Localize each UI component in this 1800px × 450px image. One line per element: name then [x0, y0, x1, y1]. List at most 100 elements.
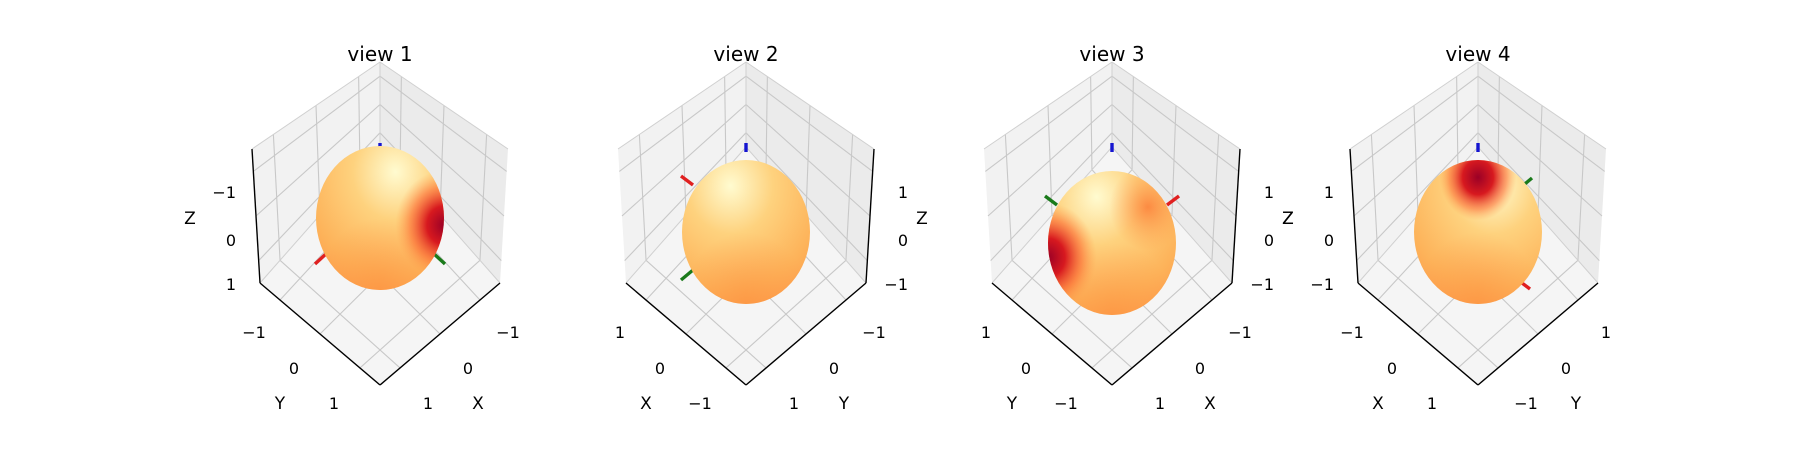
bottom-left-tick-label: 0 — [655, 359, 665, 378]
axis-spines — [251, 148, 501, 386]
back-pane-left — [618, 62, 746, 283]
z-tick-label: 0 — [898, 231, 908, 250]
grid-line — [1457, 259, 1579, 369]
bottom-left-tick-label: −1 — [1340, 323, 1364, 342]
bottom-right-axis-label: Y — [838, 394, 850, 414]
bottom-left-tick-label: −1 — [688, 394, 712, 413]
bottom-right-axis-label: X — [1204, 394, 1216, 414]
grid-line — [990, 132, 1113, 262]
y-axis-line — [745, 282, 867, 386]
warm-region — [1048, 171, 1176, 315]
bottom-left-tick-label: 1 — [981, 323, 991, 342]
back-pane-right — [380, 62, 508, 283]
bottom-right-tick-label: 1 — [1155, 394, 1165, 413]
bottom-right-tick-label: 1 — [789, 394, 799, 413]
x-axis-stub — [1165, 194, 1181, 207]
pane-edges — [983, 61, 1241, 284]
back-pane-right — [1478, 62, 1606, 283]
x-axis-line — [379, 282, 501, 386]
z-tick-label: −1 — [1250, 275, 1274, 294]
bottom-left-tick-label: 0 — [1021, 359, 1031, 378]
bottom-right-tick-label: 1 — [423, 394, 433, 413]
x-axis-line — [625, 282, 747, 386]
bottom-right-tick-label: −1 — [862, 323, 886, 342]
pane-edge — [617, 61, 747, 150]
pane-edge — [1111, 61, 1241, 150]
x-axis-line — [1111, 282, 1233, 386]
z-tick-label: 0 — [1324, 231, 1334, 250]
sphere-surface — [1414, 160, 1542, 304]
pane-edge — [991, 146, 1113, 284]
sphere-shade — [682, 160, 810, 304]
bottom-left-tick-label: 1 — [329, 394, 339, 413]
pane-edge — [1477, 61, 1607, 150]
grid-line — [624, 132, 747, 262]
pane-edge — [983, 61, 1113, 150]
grid-line — [725, 259, 847, 369]
grid-line — [359, 259, 481, 369]
bottom-right-tick-label: 0 — [463, 359, 473, 378]
bottom-left-tick-label: 1 — [615, 323, 625, 342]
pane-edge — [1111, 146, 1233, 284]
x-axis-line — [1357, 282, 1479, 386]
sphere-surface — [316, 146, 444, 290]
z-tick-label: 1 — [1264, 183, 1274, 202]
back-pane-left — [984, 62, 1112, 283]
axis-spines — [625, 148, 875, 386]
bottom-left-axis-label: Y — [274, 394, 286, 414]
back-pane-left — [1350, 62, 1478, 283]
bottom-right-tick-label: −1 — [1514, 394, 1538, 413]
z-tick-label: 0 — [226, 231, 236, 250]
pane-edge — [251, 61, 381, 150]
z-axis-line — [1231, 148, 1241, 284]
z-tick-label: 1 — [1324, 183, 1334, 202]
back-pane-right — [1112, 62, 1240, 283]
bottom-right-axis-label: Y — [1570, 394, 1582, 414]
bottom-right-tick-label: 1 — [1601, 323, 1611, 342]
z-axis-label: Z — [1282, 209, 1294, 229]
z-tick-label: −1 — [1310, 275, 1334, 294]
panel-title: view 2 — [713, 42, 778, 66]
z-axis-line — [251, 148, 261, 284]
bottom-left-tick-label: 1 — [1427, 394, 1437, 413]
back-pane-left — [252, 62, 380, 283]
y-axis-line — [259, 282, 381, 386]
bottom-right-tick-label: 0 — [1561, 359, 1571, 378]
pane-edge — [379, 61, 509, 150]
y-axis-line — [991, 282, 1113, 386]
pane-edge — [1349, 61, 1479, 150]
panel-4: view 4 1 0 −1 Z −1 0 1 1 0 −1 X Y — [1282, 42, 1611, 414]
z-tick-label: 0 — [1264, 231, 1274, 250]
bottom-left-tick-label: 0 — [1387, 359, 1397, 378]
z-tick-label: −1 — [884, 275, 908, 294]
grid-line — [1477, 132, 1600, 262]
z-axis-label: Z — [1282, 209, 1294, 229]
z-tick-label: 1 — [226, 275, 236, 294]
panel-1: view 1 −1 0 1 Z −1 0 1 −1 0 1 Y X — [184, 42, 520, 414]
bottom-left-axis-label: X — [1372, 394, 1384, 414]
y-axis-stub — [679, 268, 695, 282]
panel-title: view 4 — [1445, 42, 1510, 66]
z-tick-label: 1 — [898, 183, 908, 202]
y-axis-line — [1477, 282, 1599, 386]
hotspot — [316, 146, 444, 290]
hotspot — [1414, 160, 1542, 304]
z-axis-line — [1349, 148, 1359, 284]
bottom-right-tick-label: −1 — [1228, 323, 1252, 342]
z-tick-label: −1 — [212, 183, 236, 202]
pane-edge — [745, 61, 875, 150]
bottom-left-tick-label: −1 — [1054, 394, 1078, 413]
bottom-right-tick-label: 0 — [1195, 359, 1205, 378]
z-axis-label: Z — [916, 209, 928, 229]
bottom-left-tick-label: −1 — [242, 323, 266, 342]
grid-line — [1111, 132, 1234, 262]
back-pane-right — [746, 62, 874, 283]
sphere-surface — [682, 160, 810, 304]
y-axis-stub — [431, 251, 447, 266]
panel-title: view 1 — [347, 42, 412, 66]
x-axis-stub — [679, 174, 695, 187]
bottom-left-axis-label: Y — [1006, 394, 1018, 414]
